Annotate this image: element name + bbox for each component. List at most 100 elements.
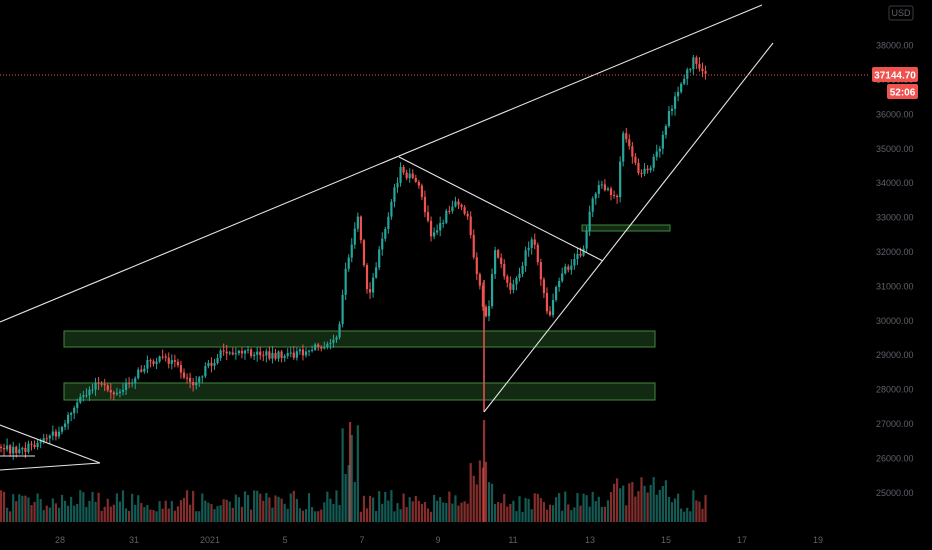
candle-body xyxy=(286,353,289,357)
candle-body xyxy=(18,449,21,453)
volume-bar xyxy=(484,461,488,522)
volume-bar xyxy=(219,505,222,522)
volume-bar xyxy=(231,507,234,522)
volume-bar xyxy=(274,495,277,522)
volume-bar xyxy=(655,494,658,522)
trendline[interactable] xyxy=(483,42,774,413)
price-tick-label: 35000.00 xyxy=(876,144,914,154)
volume-bar xyxy=(582,493,585,522)
volume-bar xyxy=(417,501,420,522)
candle-body xyxy=(124,382,128,390)
price-tick-label: 26000.00 xyxy=(876,453,914,463)
candle-body xyxy=(509,282,512,290)
volume-bar xyxy=(323,502,326,522)
candle-body xyxy=(637,162,640,173)
candle-body xyxy=(616,195,619,198)
candle-body xyxy=(192,381,195,386)
candle-body xyxy=(567,266,570,270)
volume-bar xyxy=(466,503,469,522)
volume-bar xyxy=(567,504,570,522)
trendline[interactable] xyxy=(398,156,604,262)
volume-bar xyxy=(649,485,652,522)
candle-body xyxy=(283,356,286,358)
price-scale-mode-button[interactable]: USD xyxy=(888,5,914,21)
volume-bar xyxy=(451,503,454,522)
volume-bar xyxy=(457,505,460,522)
candle-body xyxy=(579,253,582,256)
volume-bar xyxy=(402,493,405,522)
volume-bar xyxy=(234,494,237,522)
time-tick-label: 7 xyxy=(359,535,364,545)
candle-body xyxy=(51,431,54,436)
volume-bar xyxy=(24,495,27,522)
support-zone[interactable] xyxy=(63,382,656,401)
candle-body xyxy=(692,57,695,70)
volume-bar xyxy=(362,495,366,522)
volume-bar xyxy=(701,508,704,522)
candle-body xyxy=(70,413,73,415)
volume-bar xyxy=(198,511,201,522)
time-tick-label: 31 xyxy=(129,535,139,545)
time-tick-label: 13 xyxy=(585,535,595,545)
price-tick-label: 30000.00 xyxy=(876,316,914,326)
volume-bar xyxy=(0,490,3,522)
candle-body xyxy=(500,257,503,265)
volume-bar xyxy=(414,495,417,522)
volume-bar xyxy=(124,508,128,522)
candle-body xyxy=(402,166,405,173)
volume-bar xyxy=(253,490,256,522)
candle-body xyxy=(73,407,76,414)
candle-body xyxy=(433,232,436,237)
candle-body xyxy=(121,389,125,392)
price-tick-label: 38000.00 xyxy=(876,41,914,51)
volume-bar xyxy=(326,491,329,522)
candle-body xyxy=(677,91,680,97)
candle-body xyxy=(442,222,445,224)
volume-bar xyxy=(152,510,155,522)
volume-bar xyxy=(390,490,393,522)
candle-body xyxy=(545,293,549,312)
candle-body xyxy=(15,446,18,453)
current-price-badge: 37144.70 xyxy=(872,67,918,82)
candle-body xyxy=(622,133,625,162)
volume-bar xyxy=(271,507,274,522)
time-axis[interactable]: 28 31 2021 5 7 9 11 13 15 17 19 xyxy=(55,535,823,545)
trendline[interactable] xyxy=(0,424,101,464)
candle-body xyxy=(91,389,94,391)
volume-bar xyxy=(33,501,36,522)
volume-bar xyxy=(475,484,478,522)
support-zone[interactable] xyxy=(63,330,656,348)
volume-bar xyxy=(189,504,192,522)
volume-bar xyxy=(512,500,515,522)
volume-bar xyxy=(680,508,683,522)
volume-bar xyxy=(588,506,591,522)
volume-bar xyxy=(295,498,298,522)
candle-body xyxy=(317,344,320,348)
volume-bar xyxy=(576,493,579,522)
candle-body xyxy=(573,259,576,266)
candle-body xyxy=(606,188,610,191)
candle-body xyxy=(189,377,192,382)
price-tick-label: 32000.00 xyxy=(876,247,914,257)
volume-bar xyxy=(622,485,625,522)
volume-bar xyxy=(121,490,125,522)
candle-body xyxy=(176,361,179,366)
volume-bar xyxy=(6,507,9,522)
volume-bar xyxy=(57,507,61,522)
candle-body xyxy=(179,365,183,373)
volume-bar xyxy=(349,422,352,522)
candle-body xyxy=(390,201,393,217)
volume-bar xyxy=(88,500,91,522)
candle-body xyxy=(594,193,597,199)
volume-bar xyxy=(695,500,698,522)
trendline[interactable] xyxy=(0,462,101,471)
trendline[interactable] xyxy=(0,4,763,323)
volume-bar xyxy=(350,435,353,522)
volume-bar xyxy=(658,489,661,522)
candle-body xyxy=(12,446,15,454)
volume-bar xyxy=(128,510,131,522)
volume-bar xyxy=(524,497,527,522)
volume-bar xyxy=(643,485,646,522)
candle-body xyxy=(368,289,372,293)
